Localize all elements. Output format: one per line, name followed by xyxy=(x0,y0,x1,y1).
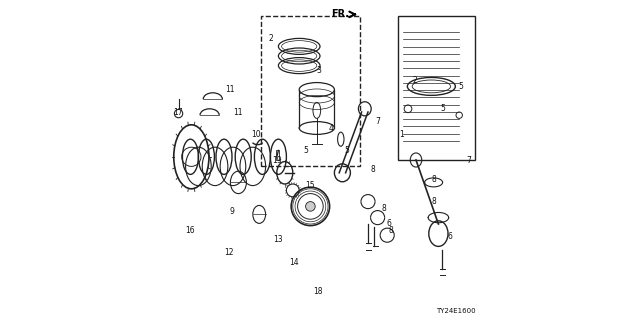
Text: 19: 19 xyxy=(272,156,282,164)
Text: 4: 4 xyxy=(329,124,333,132)
Text: 8: 8 xyxy=(371,165,375,174)
Text: 5: 5 xyxy=(458,82,463,91)
Text: 9: 9 xyxy=(230,207,234,216)
Bar xyxy=(261,16,360,166)
Text: 6: 6 xyxy=(387,220,391,228)
Circle shape xyxy=(456,112,463,118)
Text: 3: 3 xyxy=(316,66,321,75)
Text: 18: 18 xyxy=(314,287,323,296)
Text: 17: 17 xyxy=(173,108,182,116)
Text: 14: 14 xyxy=(289,258,300,267)
Text: 5: 5 xyxy=(441,104,445,113)
Bar xyxy=(276,150,279,160)
Circle shape xyxy=(174,109,183,118)
Text: 11: 11 xyxy=(234,108,243,116)
Text: 5: 5 xyxy=(345,146,349,155)
Text: FR.: FR. xyxy=(331,9,349,20)
Text: 7: 7 xyxy=(375,117,380,126)
Bar xyxy=(398,16,475,160)
Text: 12: 12 xyxy=(224,248,234,257)
Text: 7: 7 xyxy=(467,156,471,164)
Text: 15: 15 xyxy=(305,181,316,190)
Text: 11: 11 xyxy=(226,85,235,94)
Text: 8: 8 xyxy=(381,204,387,212)
Text: 8: 8 xyxy=(388,226,393,235)
Text: 1: 1 xyxy=(399,130,404,139)
Text: 8: 8 xyxy=(431,197,436,206)
Text: 13: 13 xyxy=(273,236,284,244)
Circle shape xyxy=(305,202,315,211)
Text: TY24E1600: TY24E1600 xyxy=(436,308,475,314)
Text: 2: 2 xyxy=(412,76,417,84)
Text: 10: 10 xyxy=(251,130,261,139)
Text: 6: 6 xyxy=(447,232,452,241)
Text: 16: 16 xyxy=(186,226,195,235)
Circle shape xyxy=(404,105,412,113)
Text: 2: 2 xyxy=(268,34,273,43)
Text: 8: 8 xyxy=(431,175,436,184)
Text: 5: 5 xyxy=(303,146,308,155)
